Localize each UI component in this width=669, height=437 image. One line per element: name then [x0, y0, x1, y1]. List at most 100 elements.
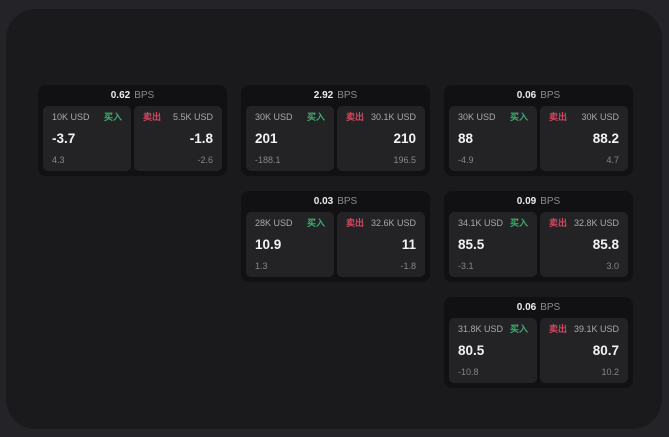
buy-tile-top-row: 30K USD 买入 — [458, 113, 528, 122]
buy-amount: 10K USD — [52, 112, 90, 122]
sell-sub-value: 10.2 — [601, 367, 619, 377]
buy-sub-value: -10.8 — [458, 367, 479, 377]
card-body: 30K USD 买入 201 -188.1 卖出 30.1K USD 210 1… — [241, 106, 430, 176]
card-body: 28K USD 买入 10.9 1.3 卖出 32.6K USD 11 -1.8 — [241, 212, 430, 282]
sell-tile[interactable]: 卖出 5.5K USD -1.8 -2.6 — [134, 106, 222, 171]
sell-amount: 30.1K USD — [370, 112, 416, 122]
bps-value: 0.62 — [110, 89, 131, 101]
quote-card: 0.06 BPS 31.8K USD 买入 80.5 -10.8 卖出 39.1… — [444, 297, 633, 388]
bps-value: 0.09 — [516, 195, 537, 207]
buy-side-label: 买入 — [103, 112, 122, 122]
sell-tile-top-row: 卖出 5.5K USD — [143, 113, 213, 122]
buy-price: -3.7 — [52, 131, 76, 147]
bps-value: 2.92 — [313, 89, 334, 101]
buy-sub-value: 1.3 — [255, 261, 268, 271]
card-body: 34.1K USD 买入 85.5 -3.1 卖出 32.8K USD 85.8… — [444, 212, 633, 282]
buy-amount: 28K USD — [255, 218, 293, 228]
bps-value: 0.06 — [516, 89, 537, 101]
bps-value: 0.03 — [313, 195, 334, 207]
sell-tile[interactable]: 卖出 32.6K USD 11 -1.8 — [337, 212, 425, 277]
bps-unit-label: BPS — [337, 89, 358, 101]
bps-unit-label: BPS — [540, 89, 561, 101]
buy-side-label: 买入 — [306, 218, 325, 228]
quote-cards-grid: 0.62 BPS 10K USD 买入 -3.7 4.3 卖出 5.5K USD… — [38, 85, 633, 388]
buy-sub-value: -4.9 — [458, 155, 474, 165]
buy-tile[interactable]: 34.1K USD 买入 85.5 -3.1 — [449, 212, 537, 277]
card-bps-header: 0.09 BPS — [444, 191, 633, 212]
buy-amount: 31.8K USD — [458, 324, 504, 334]
card-body: 31.8K USD 买入 80.5 -10.8 卖出 39.1K USD 80.… — [444, 318, 633, 388]
sell-side-label: 卖出 — [143, 112, 162, 122]
buy-side-label: 买入 — [509, 112, 528, 122]
card-body: 30K USD 买入 88 -4.9 卖出 30K USD 88.2 4.7 — [444, 106, 633, 176]
buy-tile[interactable]: 28K USD 买入 10.9 1.3 — [246, 212, 334, 277]
quote-card: 0.03 BPS 28K USD 买入 10.9 1.3 卖出 32.6K US… — [241, 191, 430, 282]
sell-tile[interactable]: 卖出 30.1K USD 210 196.5 — [337, 106, 425, 171]
buy-sub-value: 4.3 — [52, 155, 65, 165]
buy-sub-value: -3.1 — [458, 261, 474, 271]
sell-price: 80.7 — [592, 343, 619, 359]
sell-side-label: 卖出 — [549, 112, 568, 122]
buy-tile-top-row: 30K USD 买入 — [255, 113, 325, 122]
sell-side-label: 卖出 — [549, 218, 568, 228]
sell-price: 210 — [393, 131, 416, 147]
buy-tile[interactable]: 31.8K USD 买入 80.5 -10.8 — [449, 318, 537, 383]
card-bps-header: 0.06 BPS — [444, 85, 633, 106]
buy-tile[interactable]: 30K USD 买入 201 -188.1 — [246, 106, 334, 171]
sell-amount: 32.6K USD — [370, 218, 416, 228]
sell-tile[interactable]: 卖出 39.1K USD 80.7 10.2 — [540, 318, 628, 383]
sell-price: 88.2 — [592, 131, 619, 147]
sell-price: 85.8 — [592, 237, 619, 253]
buy-price: 88 — [458, 131, 474, 147]
sell-amount: 30K USD — [581, 112, 619, 122]
sell-amount: 39.1K USD — [573, 324, 619, 334]
card-bps-header: 0.06 BPS — [444, 297, 633, 318]
bps-unit-label: BPS — [540, 195, 561, 207]
quote-card: 2.92 BPS 30K USD 买入 201 -188.1 卖出 30.1K … — [241, 85, 430, 176]
sell-sub-value: -1.8 — [400, 261, 416, 271]
buy-side-label: 买入 — [509, 324, 528, 334]
sell-tile[interactable]: 卖出 30K USD 88.2 4.7 — [540, 106, 628, 171]
bps-unit-label: BPS — [337, 195, 358, 207]
sell-tile-top-row: 卖出 30.1K USD — [346, 113, 416, 122]
card-bps-header: 2.92 BPS — [241, 85, 430, 106]
buy-tile-top-row: 10K USD 买入 — [52, 113, 122, 122]
sell-tile[interactable]: 卖出 32.8K USD 85.8 3.0 — [540, 212, 628, 277]
buy-sub-value: -188.1 — [255, 155, 281, 165]
sell-tile-top-row: 卖出 39.1K USD — [549, 325, 619, 334]
buy-tile[interactable]: 10K USD 买入 -3.7 4.3 — [43, 106, 131, 171]
buy-amount: 34.1K USD — [458, 218, 504, 228]
sell-tile-top-row: 卖出 32.8K USD — [549, 219, 619, 228]
sell-sub-value: 196.5 — [393, 155, 416, 165]
sell-tile-top-row: 卖出 32.6K USD — [346, 219, 416, 228]
quote-card: 0.62 BPS 10K USD 买入 -3.7 4.3 卖出 5.5K USD… — [38, 85, 227, 176]
sell-sub-value: -2.6 — [197, 155, 213, 165]
quote-card: 0.06 BPS 30K USD 买入 88 -4.9 卖出 30K USD 8… — [444, 85, 633, 176]
sell-sub-value: 4.7 — [606, 155, 619, 165]
buy-tile-top-row: 28K USD 买入 — [255, 219, 325, 228]
buy-tile-top-row: 31.8K USD 买入 — [458, 325, 528, 334]
buy-side-label: 买入 — [509, 218, 528, 228]
sell-sub-value: 3.0 — [606, 261, 619, 271]
buy-price: 85.5 — [458, 237, 485, 253]
bps-unit-label: BPS — [540, 301, 561, 313]
buy-price: 80.5 — [458, 343, 485, 359]
buy-amount: 30K USD — [255, 112, 293, 122]
card-body: 10K USD 买入 -3.7 4.3 卖出 5.5K USD -1.8 -2.… — [38, 106, 227, 176]
card-bps-header: 0.03 BPS — [241, 191, 430, 212]
buy-tile[interactable]: 30K USD 买入 88 -4.9 — [449, 106, 537, 171]
bps-value: 0.06 — [516, 301, 537, 313]
buy-price: 201 — [255, 131, 278, 147]
card-bps-header: 0.62 BPS — [38, 85, 227, 106]
sell-side-label: 卖出 — [346, 112, 365, 122]
sell-tile-top-row: 卖出 30K USD — [549, 113, 619, 122]
sell-price: 11 — [401, 237, 416, 253]
dashboard-panel: 0.62 BPS 10K USD 买入 -3.7 4.3 卖出 5.5K USD… — [6, 9, 662, 429]
bps-unit-label: BPS — [134, 89, 155, 101]
sell-side-label: 卖出 — [549, 324, 568, 334]
sell-amount: 32.8K USD — [573, 218, 619, 228]
quote-card: 0.09 BPS 34.1K USD 买入 85.5 -3.1 卖出 32.8K… — [444, 191, 633, 282]
buy-amount: 30K USD — [458, 112, 496, 122]
sell-price: -1.8 — [189, 131, 213, 147]
sell-side-label: 卖出 — [346, 218, 365, 228]
